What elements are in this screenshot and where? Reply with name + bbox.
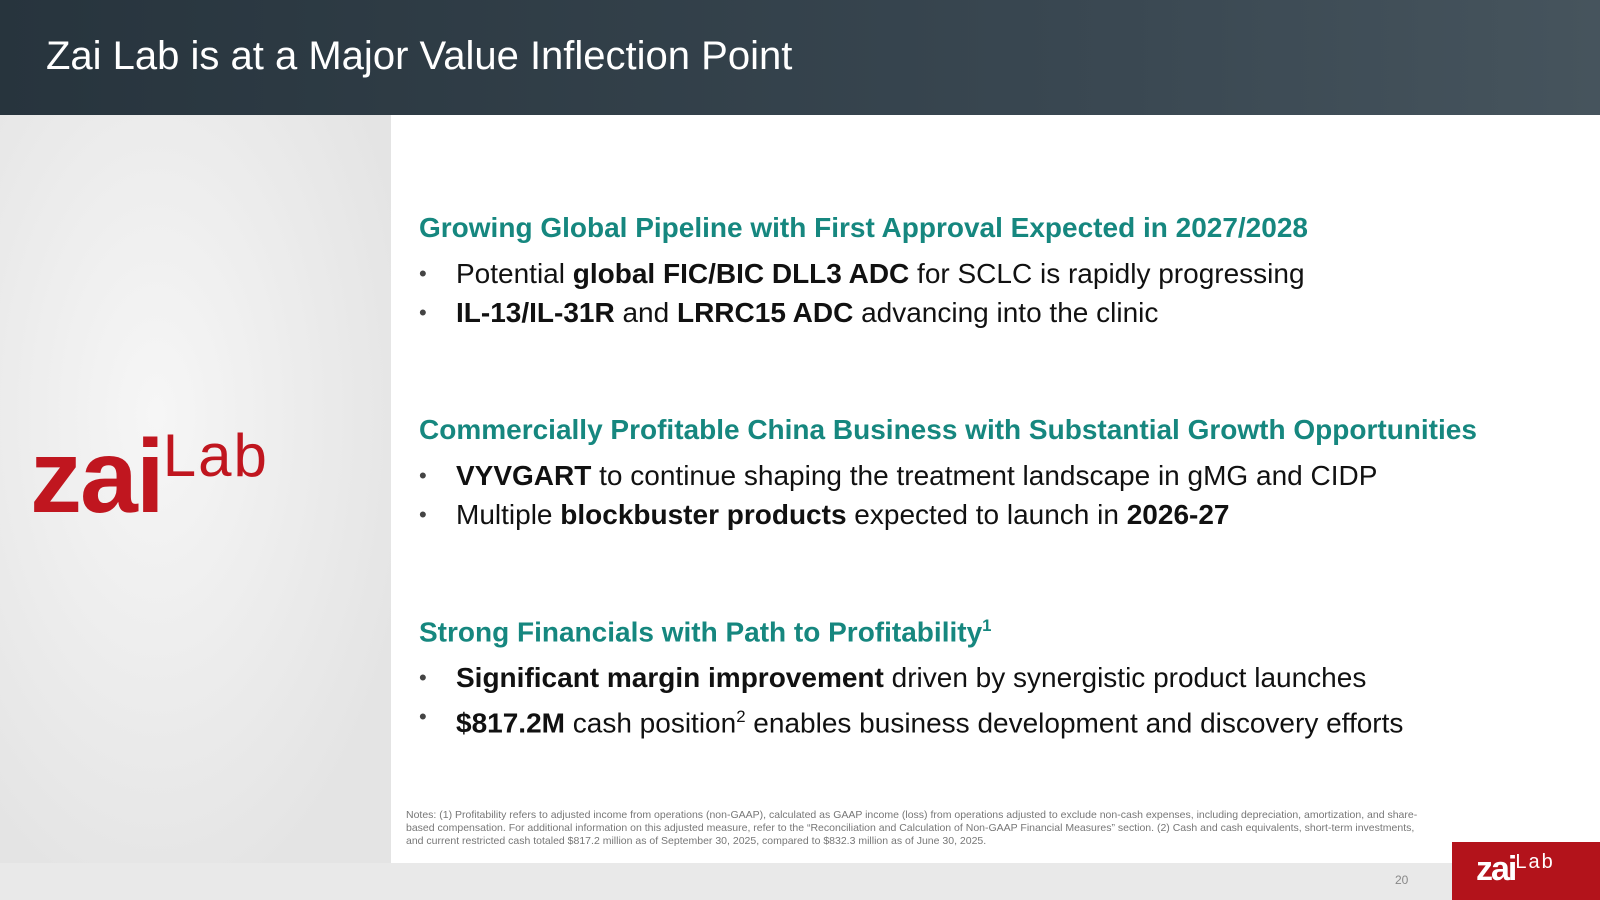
section: Commercially Profitable China Business w… xyxy=(419,414,1599,534)
text-run: Strong Financials with Path to Profitabi… xyxy=(419,616,983,648)
text-run: to continue shaping the treatment landsc… xyxy=(591,460,1378,491)
footer-logo-box xyxy=(1452,842,1600,900)
text-run: Multiple xyxy=(456,499,561,530)
text-run: Commercially Profitable China Business w… xyxy=(419,414,1477,445)
text-run: LRRC15 ADC xyxy=(676,297,854,328)
header-bar: Zai Lab is at a Major Value Inflection P… xyxy=(0,0,1600,115)
text-run: Growing Global Pipeline with First Appro… xyxy=(419,212,1308,243)
bullet-list: Potential global FIC/BIC DLL3 ADC for SC… xyxy=(419,254,1599,332)
bullet: IL-13/IL-31R and LRRC15 ADC advancing in… xyxy=(419,293,1599,332)
logo-sub: Lab xyxy=(1515,851,1555,873)
page-number: 20 xyxy=(1395,873,1409,887)
bullet-list: VYVGART to continue shaping the treatmen… xyxy=(419,456,1599,534)
logo-panel xyxy=(0,115,391,863)
bullet: Multiple blockbuster products expected t… xyxy=(419,495,1599,534)
footer-bar xyxy=(0,863,1600,900)
slide-title: Zai Lab is at a Major Value Inflection P… xyxy=(46,34,793,78)
text-run: and xyxy=(614,297,677,328)
text-run: cash position xyxy=(564,707,737,739)
text-run: driven by synergistic product launches xyxy=(883,662,1367,694)
notes: Notes: (1) Profitability refers to adjus… xyxy=(406,809,1418,847)
text-run: advancing into the clinic xyxy=(853,297,1159,328)
text-run: blockbuster products xyxy=(560,499,847,530)
logo-main: zai xyxy=(1476,850,1517,888)
section-heading: Strong Financials with Path to Profitabi… xyxy=(419,616,1599,648)
logo-main: zai xyxy=(30,419,165,535)
logo: zaiLab xyxy=(30,418,269,537)
text-run: enables business development and discove… xyxy=(745,707,1404,739)
footnote-ref: 2 xyxy=(736,707,746,727)
text-run: global FIC/BIC DLL3 ADC xyxy=(572,258,910,289)
text-run: VYVGART xyxy=(456,460,592,491)
logo-sub: Lab xyxy=(162,422,269,489)
footer-logo: zaiLab xyxy=(1476,850,1555,889)
text-run: Potential xyxy=(456,258,573,289)
bullet: $817.2M cash position2 enables business … xyxy=(419,697,1599,742)
text-run: 2026-27 xyxy=(1126,499,1230,530)
section-heading: Growing Global Pipeline with First Appro… xyxy=(419,212,1599,244)
text-run: expected to launch in xyxy=(846,499,1127,530)
bullet-list: Significant margin improvement driven by… xyxy=(419,658,1599,742)
bullet: VYVGART to continue shaping the treatmen… xyxy=(419,456,1599,495)
text-run: $817.2M xyxy=(456,707,565,739)
bullet: Potential global FIC/BIC DLL3 ADC for SC… xyxy=(419,254,1599,293)
section: Strong Financials with Path to Profitabi… xyxy=(419,616,1599,743)
section: Growing Global Pipeline with First Appro… xyxy=(419,212,1599,332)
text-run: Significant margin improvement xyxy=(456,662,884,694)
text-run: for SCLC is rapidly progressing xyxy=(909,258,1305,289)
bullet: Significant margin improvement driven by… xyxy=(419,658,1599,697)
footnote-ref: 1 xyxy=(982,616,992,635)
text-run: IL-13/IL-31R xyxy=(456,297,615,328)
section-heading: Commercially Profitable China Business w… xyxy=(419,414,1599,446)
